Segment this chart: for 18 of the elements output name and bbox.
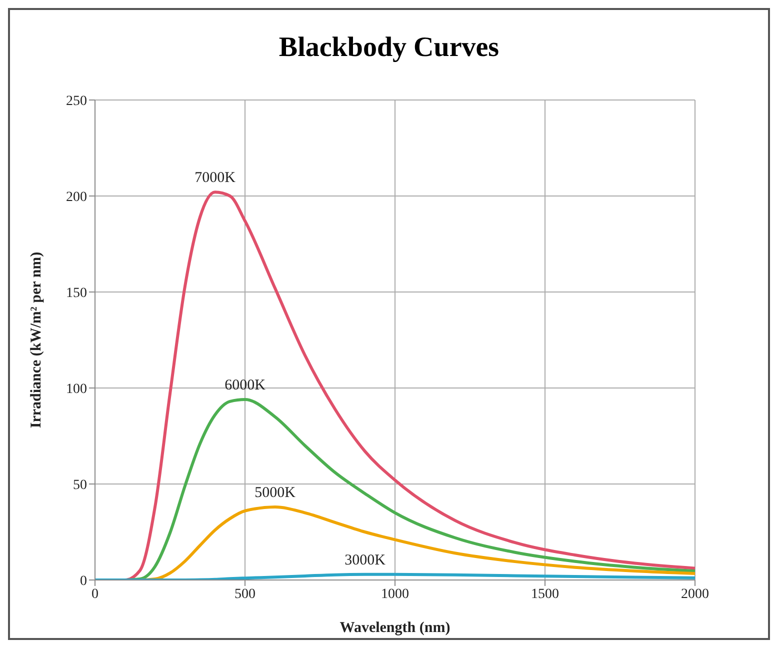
y-tick-label: 0: [80, 574, 87, 589]
y-tick-label: 150: [66, 286, 87, 301]
x-tick-label: 500: [234, 586, 256, 602]
x-tick-label: 2000: [681, 586, 709, 602]
y-tick-label: 50: [73, 478, 87, 493]
x-axis-title: Wavelength (nm): [340, 620, 450, 636]
chart-title: Blackbody Curves: [278, 31, 500, 65]
x-tick-label: 1000: [381, 586, 409, 602]
x-tick-label: 1500: [531, 586, 559, 602]
series-label: 6000K: [224, 378, 266, 394]
series-label: 3000K: [344, 552, 386, 568]
series-label: 7000K: [194, 170, 236, 186]
y-axis-title: Irradiance (kW/m² per nm): [28, 252, 44, 428]
y-tick-label: 100: [66, 382, 87, 397]
x-tick-label: 0: [92, 586, 98, 602]
series-label: 5000K: [254, 485, 296, 502]
y-tick-label: 200: [66, 190, 87, 205]
y-tick-label: 250: [66, 94, 87, 109]
